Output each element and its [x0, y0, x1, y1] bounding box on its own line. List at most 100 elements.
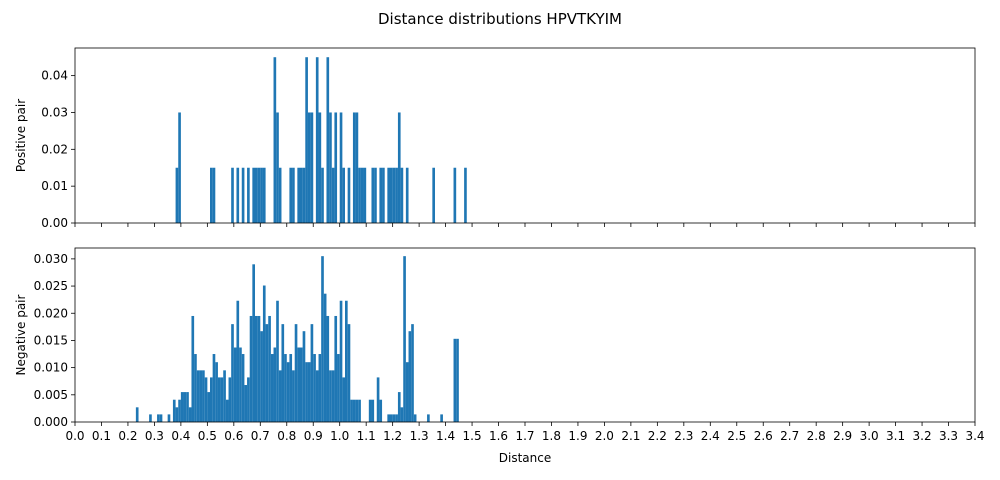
positive-bar-0 [175, 167, 179, 223]
positive-bar-14 [276, 112, 279, 223]
positive-bar-15 [278, 167, 282, 223]
negative-bar-38 [260, 331, 263, 422]
negative-bar-65 [331, 370, 335, 422]
positive-bar-1 [178, 112, 181, 223]
negative-bar-32 [244, 385, 248, 422]
negative-bar-20 [212, 354, 216, 422]
negative-bar-68 [339, 300, 343, 422]
negative-bar-71 [347, 324, 351, 423]
negative-bar-47 [284, 354, 287, 422]
x-axis-label: Distance [499, 451, 551, 465]
positive-bar-13 [273, 57, 277, 224]
positive-bar-52 [464, 167, 467, 223]
negative-bar-88 [408, 331, 412, 422]
negative-bar-46 [281, 324, 285, 423]
negative-bar-48 [286, 362, 290, 422]
xtick-label-25: 2.5 [727, 429, 746, 443]
negative-bar-53 [300, 347, 303, 422]
xtick-label-32: 3.2 [913, 429, 932, 443]
negative-ytick-label-5: 0.025 [34, 279, 68, 293]
xtick-label-23: 2.3 [674, 429, 693, 443]
negative-bar-84 [397, 392, 401, 422]
positive-ytick-label-3: 0.03 [41, 105, 68, 119]
positive-bar-12 [262, 167, 266, 223]
negative-bar-17 [204, 377, 208, 422]
positive-bar-16 [289, 167, 293, 223]
negative-bar-44 [276, 300, 279, 422]
positive-bar-40 [374, 167, 377, 223]
negative-bar-11 [188, 407, 192, 422]
negative-bar-57 [310, 324, 314, 423]
negative-bar-45 [278, 370, 282, 422]
negative-bar-77 [371, 399, 375, 422]
positive-bar-3 [212, 167, 216, 223]
xtick-label-8: 0.8 [277, 429, 296, 443]
negative-bar-60 [318, 354, 322, 422]
xtick-label-22: 2.2 [648, 429, 667, 443]
negative-bar-23 [220, 377, 224, 422]
xtick-label-17: 1.7 [515, 429, 534, 443]
negative-pair-axes: 0.000 0.005 0.010 0.015 0.020 0.025 0.030 0.0 0.… [34, 247, 985, 443]
negative-bar-59 [315, 370, 319, 422]
negative-ytick-label-4: 0.020 [34, 306, 68, 320]
negative-bar-92 [440, 414, 443, 422]
positive-pair-axes: 0.00 0.01 0.02 0.03 0.04 [41, 47, 976, 230]
negative-ytick-label-6: 0.030 [34, 252, 68, 266]
xtick-label-20: 2.0 [595, 429, 614, 443]
positive-bar-41 [379, 167, 383, 223]
xtick-label-31: 3.1 [886, 429, 905, 443]
negative-bar-13 [194, 354, 197, 422]
negative-ytick-label-2: 0.010 [34, 361, 68, 375]
xtick-label-34: 3.4 [965, 429, 984, 443]
negative-bar-31 [241, 354, 245, 422]
xtick-label-26: 2.6 [754, 429, 773, 443]
negative-bar-79 [379, 399, 383, 422]
positive-bar-47 [397, 112, 401, 223]
negative-bar-52 [297, 347, 300, 422]
xtick-label-0: 0.0 [65, 429, 84, 443]
negative-bar-70 [345, 300, 348, 422]
negative-bar-2 [157, 414, 160, 422]
negative-bar-27 [231, 324, 234, 423]
positive-bar-27 [326, 57, 330, 224]
xtick-label-4: 0.4 [171, 429, 190, 443]
negative-bar-64 [329, 370, 332, 422]
positive-bar-2 [210, 167, 213, 223]
xtick-label-2: 0.2 [118, 429, 137, 443]
positive-bar-39 [371, 167, 375, 223]
xtick-label-27: 2.7 [780, 429, 799, 443]
xtick-label-33: 3.3 [939, 429, 958, 443]
positive-bar-50 [432, 167, 435, 223]
negative-bar-37 [257, 315, 261, 422]
negative-bar-42 [270, 354, 274, 422]
negative-bar-15 [199, 370, 203, 422]
positive-bar-36 [358, 167, 361, 223]
xtick-label-1: 0.1 [92, 429, 111, 443]
y-axis-label-negative: Negative pair [14, 294, 28, 375]
positive-bar-4 [231, 167, 234, 223]
negative-bar-3 [159, 414, 163, 422]
xtick-label-21: 2.1 [621, 429, 640, 443]
negative-bar-67 [337, 354, 340, 422]
positive-bar-42 [382, 167, 385, 223]
negative-bar-78 [376, 377, 380, 422]
xtick-label-29: 2.9 [833, 429, 852, 443]
negative-bar-55 [305, 362, 308, 422]
negative-bar-51 [294, 324, 298, 423]
negative-bar-28 [233, 347, 237, 422]
xtick-label-9: 0.9 [304, 429, 323, 443]
positive-bar-32 [342, 167, 345, 223]
negative-bar-91 [427, 414, 430, 422]
negative-bar-63 [326, 315, 330, 422]
negative-bar-94 [456, 338, 459, 422]
negative-bar-1 [149, 414, 152, 422]
positive-bar-21 [305, 57, 308, 224]
xtick-label-30: 3.0 [860, 429, 879, 443]
negative-bar-19 [210, 377, 213, 422]
negative-bar-74 [355, 399, 359, 422]
positive-ytick-label-1: 0.01 [41, 179, 68, 193]
positive-bar-22 [307, 112, 311, 223]
positive-bar-20 [302, 167, 306, 223]
positive-bar-44 [390, 167, 393, 223]
positive-bar-45 [392, 167, 396, 223]
